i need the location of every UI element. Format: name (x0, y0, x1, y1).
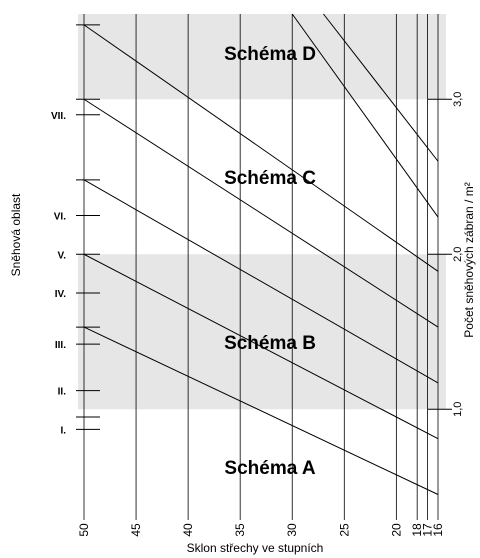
x-tick-label-17: 17 (421, 523, 435, 537)
schema-label-2: Schéma C (224, 168, 316, 189)
x-tick-label-40: 40 (181, 523, 195, 537)
snow-region-label: VII. (51, 111, 66, 122)
series-line-5 (83, 24, 439, 272)
x-tick-label-20: 20 (389, 523, 403, 537)
series-line-2 (83, 253, 439, 440)
x-tick-label-18: 18 (410, 523, 424, 537)
snow-region-label: IV. (55, 289, 67, 300)
schema-label-0: Schéma A (224, 458, 315, 479)
series-line-1 (83, 326, 439, 495)
series-line-3 (83, 179, 439, 384)
snow-region-label: III. (55, 340, 66, 351)
snow-region-ticks: I. II. III. IV. V. VI. VII. (51, 24, 100, 436)
snow-region-label: II. (58, 387, 67, 398)
right-axis-title: Počet sněhových zábran / m² (462, 182, 476, 337)
series-line-7 (323, 13, 439, 162)
series-line-6 (291, 13, 439, 218)
x-tick-label-35: 35 (233, 523, 247, 537)
barrier-count-ticks: 1,0 2,0 3,0 (428, 92, 464, 417)
right-tick-label: 2,0 (452, 247, 464, 262)
schema-label-1: Schéma B (224, 333, 316, 354)
schema-zones (78, 14, 446, 410)
snow-region-label: VI. (54, 212, 66, 223)
snow-region-label: I. (60, 425, 66, 436)
right-tick-label: 3,0 (452, 92, 464, 107)
regression-lines (83, 13, 439, 495)
series-line-4 (83, 98, 439, 328)
left-axis-title: Sněhová oblast (9, 193, 23, 276)
zone-band-1 (78, 254, 446, 410)
x-tick-label-16: 16 (431, 523, 445, 537)
x-tick-label-45: 45 (129, 523, 143, 537)
schema-labels: Schéma A Schéma B Schéma C Schéma D (224, 44, 316, 479)
x-tick-label-30: 30 (285, 523, 299, 537)
snow-region-label: V. (57, 250, 66, 261)
schema-label-3: Schéma D (224, 44, 316, 65)
right-tick-label: 1,0 (452, 402, 464, 417)
x-tick-label-25: 25 (337, 523, 351, 537)
x-tick-label-50: 50 (77, 523, 91, 537)
zone-band-3 (78, 14, 446, 100)
x-axis-title: Sklon střechy ve stupních (187, 541, 324, 555)
